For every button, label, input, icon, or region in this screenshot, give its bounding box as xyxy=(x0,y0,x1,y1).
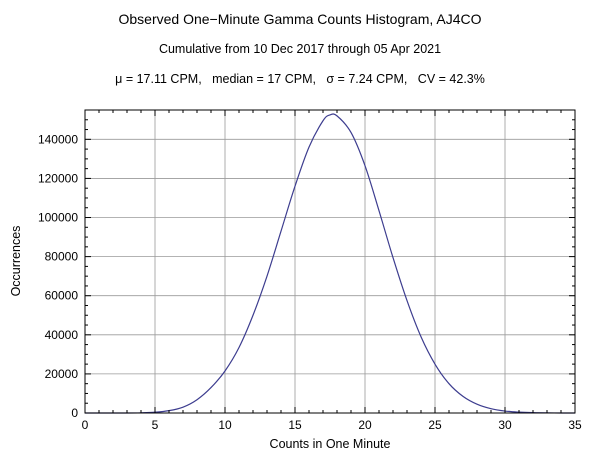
y-tick-label: 120000 xyxy=(38,171,78,185)
y-tick-label: 20000 xyxy=(45,367,79,381)
y-tick-label: 0 xyxy=(71,406,78,420)
y-tick-label: 100000 xyxy=(38,211,78,225)
x-tick-label: 5 xyxy=(152,418,159,432)
x-axis-label: Counts in One Minute xyxy=(269,437,391,451)
plot-frame xyxy=(84,109,576,414)
y-tick-label: 40000 xyxy=(45,328,79,342)
y-tick-label: 140000 xyxy=(38,132,78,146)
chart-stats-line: μ = 17.11 CPM, median = 17 CPM, σ = 7.24… xyxy=(115,72,485,86)
x-tick-label: 25 xyxy=(428,418,442,432)
chart-title: Observed One−Minute Gamma Counts Histogr… xyxy=(118,11,482,27)
y-axis-label: Occurrences xyxy=(9,225,23,297)
y-tick-label: 80000 xyxy=(45,250,79,264)
y-tick-label: 60000 xyxy=(45,289,79,303)
x-tick-label: 30 xyxy=(498,418,512,432)
chart-subtitle: Cumulative from 10 Dec 2017 through 05 A… xyxy=(158,42,442,56)
x-tick-label: 15 xyxy=(288,418,302,432)
histogram-curve xyxy=(84,113,576,414)
x-tick-label: 20 xyxy=(358,418,372,432)
x-tick-label: 0 xyxy=(82,418,89,432)
x-tick-label: 35 xyxy=(568,418,582,432)
x-tick-label: 10 xyxy=(218,418,232,432)
